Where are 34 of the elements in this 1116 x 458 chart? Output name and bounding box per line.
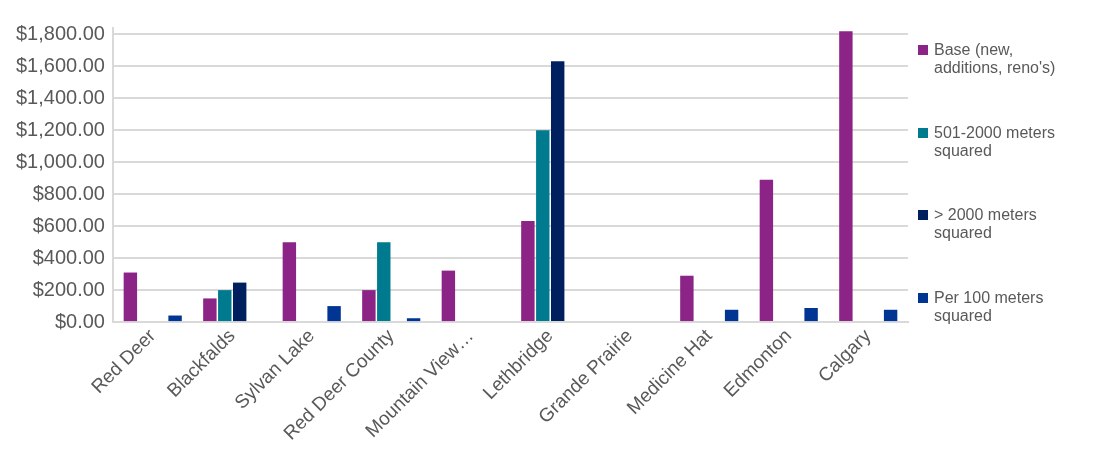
y-tick-label: $1,600.00	[15, 53, 105, 76]
bar	[327, 306, 341, 322]
bar	[203, 298, 217, 322]
y-tick-label: $1,800.00	[15, 21, 105, 44]
bar	[377, 242, 391, 322]
legend-label: Base (new, additions, reno's)	[934, 41, 1057, 78]
legend-label: Per 100 meters squared	[934, 288, 1045, 325]
bar	[536, 130, 550, 322]
y-tick-label: $1,400.00	[15, 85, 105, 108]
y-tick-label: $0.00	[54, 309, 105, 332]
bar	[123, 272, 138, 322]
bar	[232, 282, 247, 322]
y-tick-label: $1,200.00	[15, 117, 105, 140]
bar	[680, 275, 694, 322]
bar	[441, 270, 456, 322]
bar	[839, 31, 853, 322]
bar	[521, 221, 535, 322]
bar	[804, 308, 818, 322]
y-tick-label: $400.00	[32, 245, 105, 268]
y-tick-label: $1,000.00	[15, 149, 105, 172]
bar	[724, 309, 739, 322]
bar	[168, 315, 182, 322]
y-tick-label: $200.00	[32, 277, 105, 300]
bar	[883, 309, 898, 322]
bar	[550, 61, 565, 322]
legend-label: > 2000 meters squared	[934, 206, 1038, 243]
legend-label: 501-2000 meters squared	[934, 123, 1056, 160]
y-tick-label: $600.00	[32, 213, 105, 236]
bar	[282, 242, 297, 322]
bar	[759, 179, 774, 322]
bar	[218, 290, 232, 322]
bar	[362, 290, 376, 322]
y-tick-label: $800.00	[32, 181, 105, 204]
bar	[406, 318, 421, 322]
